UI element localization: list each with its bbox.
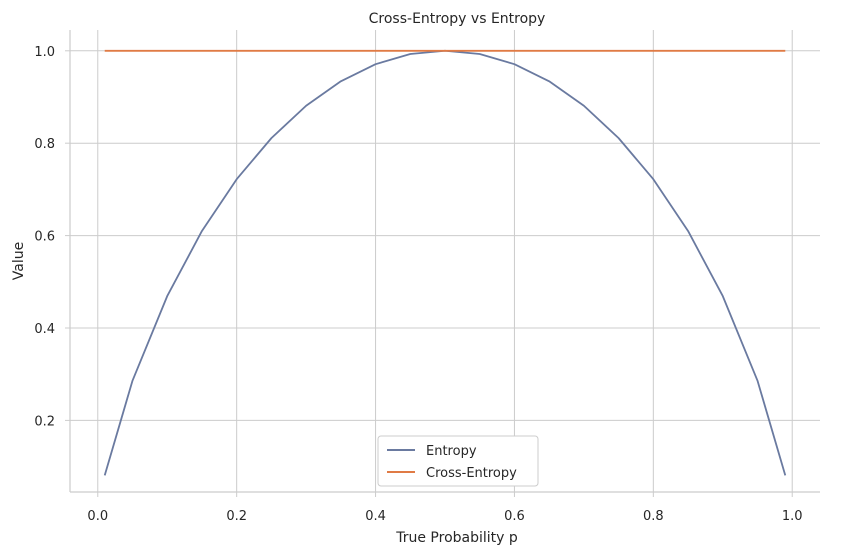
legend-label-cross-entropy: Cross-Entropy xyxy=(426,466,517,481)
x-tick-label: 0.4 xyxy=(365,509,386,524)
x-tick-label: 0.8 xyxy=(643,509,664,524)
grid xyxy=(70,30,820,492)
y-tick-label: 0.4 xyxy=(34,322,55,337)
x-tick-label: 1.0 xyxy=(782,509,803,524)
series-line-entropy xyxy=(103,49,787,476)
x-axis-label: True Probability p xyxy=(395,530,518,546)
y-tick-label: 0.2 xyxy=(34,414,55,429)
legend-box xyxy=(377,435,539,487)
y-ticks: 0.2 0.4 0.6 0.8 1.0 xyxy=(34,45,70,429)
y-axis-label: Value xyxy=(11,242,27,280)
y-tick-label: 0.6 xyxy=(34,230,55,245)
x-ticks: 0.0 0.2 0.4 0.6 0.8 1.0 xyxy=(87,492,803,524)
chart-title: Cross-Entropy vs Entropy xyxy=(369,11,546,27)
series xyxy=(103,49,787,476)
legend: Entropy Cross-Entropy xyxy=(377,435,539,487)
x-tick-label: 0.0 xyxy=(87,509,108,524)
x-tick-label: 0.6 xyxy=(504,509,525,524)
y-tick-label: 1.0 xyxy=(34,45,55,60)
x-tick-label: 0.2 xyxy=(226,509,247,524)
axes xyxy=(69,30,820,493)
legend-label-entropy: Entropy xyxy=(426,444,477,459)
y-tick-label: 0.8 xyxy=(34,137,55,152)
